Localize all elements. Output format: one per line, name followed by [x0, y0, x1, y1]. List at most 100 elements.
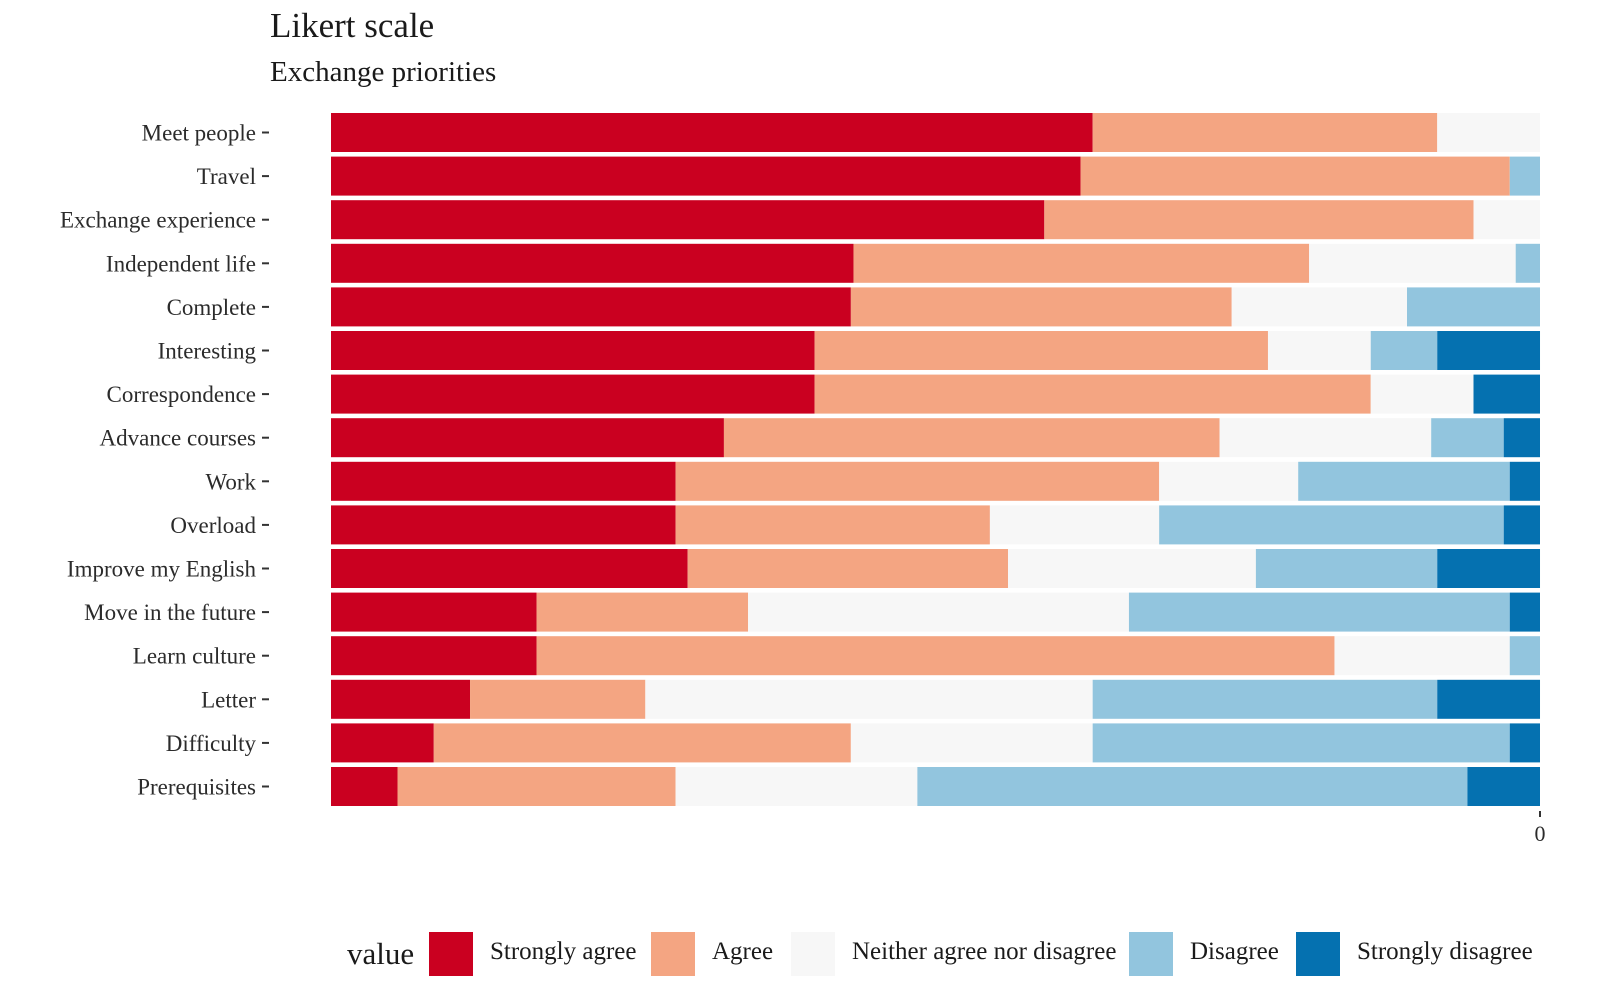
x-axis: 0 — [1535, 811, 1546, 846]
bar-overload-agree — [675, 505, 990, 545]
bar-prerequisites-agree — [397, 767, 676, 806]
bar-correspondence-agree — [814, 374, 1371, 414]
legend-label-neither-agree-nor-disagree: Neither agree nor disagree — [852, 938, 1117, 965]
y-tick-label-interesting: Interesting — [158, 339, 257, 364]
bar-correspondence-neither-agree-nor-disagree — [1370, 374, 1474, 414]
bar-work-agree — [675, 461, 1160, 501]
bar-improve-my-english-disagree — [1255, 549, 1438, 588]
bar-exchange-experience-agree — [1044, 200, 1474, 240]
legend-key-agree — [651, 932, 695, 976]
bar-difficulty-neither-agree-nor-disagree — [850, 723, 1093, 763]
bar-overload-strongly-agree — [331, 505, 676, 545]
y-tick-label-difficulty: Difficulty — [166, 731, 257, 756]
bar-travel-agree — [1080, 156, 1510, 196]
bar-advance-courses-agree — [723, 418, 1220, 458]
bar-exchange-experience-neither-agree-nor-disagree — [1473, 200, 1540, 240]
chart-title: Likert scale — [270, 6, 435, 45]
bar-letter-strongly-disagree — [1437, 679, 1541, 719]
bar-prerequisites-disagree — [917, 767, 1468, 806]
legend-key-strongly-disagree — [1296, 932, 1340, 976]
bar-move-in-the-future-disagree — [1128, 592, 1510, 632]
bar-move-in-the-future-strongly-disagree — [1509, 592, 1540, 632]
bar-advance-courses-disagree — [1431, 418, 1504, 458]
bar-advance-courses-strongly-agree — [331, 418, 724, 458]
y-tick-label-travel: Travel — [197, 164, 256, 189]
likert-bar-chart: Meet people Travel Exchange experience Inde… — [60, 113, 1546, 846]
bar-prerequisites-neither-agree-nor-disagree — [675, 767, 918, 806]
y-tick-label-improve-my-english: Improve my English — [67, 557, 257, 582]
bar-complete-neither-agree-nor-disagree — [1231, 287, 1407, 327]
bar-overload-strongly-disagree — [1503, 505, 1540, 545]
bar-improve-my-english-strongly-disagree — [1437, 549, 1541, 588]
bar-letter-strongly-agree — [331, 679, 471, 719]
bar-work-disagree — [1298, 461, 1510, 501]
bar-letter-disagree — [1092, 679, 1438, 719]
bar-advance-courses-neither-agree-nor-disagree — [1219, 418, 1432, 458]
y-tick-label-exchange-experience: Exchange experience — [60, 208, 256, 233]
y-tick-label-overload: Overload — [170, 513, 256, 538]
bar-difficulty-strongly-agree — [331, 723, 434, 763]
y-tick-label-letter: Letter — [201, 687, 256, 712]
bar-correspondence-strongly-disagree — [1473, 374, 1540, 414]
bar-improve-my-english-agree — [687, 549, 1009, 588]
bar-interesting-disagree — [1370, 331, 1438, 370]
bar-learn-culture-strongly-agree — [331, 636, 537, 676]
bar-work-strongly-agree — [331, 461, 676, 501]
bar-overload-disagree — [1159, 505, 1504, 545]
bars-layer — [331, 113, 1541, 806]
bar-difficulty-disagree — [1092, 723, 1510, 763]
bar-meet-people-agree — [1092, 113, 1438, 152]
bar-interesting-strongly-agree — [331, 331, 815, 370]
bar-move-in-the-future-strongly-agree — [331, 592, 537, 632]
y-tick-label-learn-culture: Learn culture — [133, 644, 256, 669]
bar-meet-people-neither-agree-nor-disagree — [1437, 113, 1541, 152]
bar-interesting-strongly-disagree — [1437, 331, 1541, 370]
bar-exchange-experience-strongly-agree — [331, 200, 1045, 240]
bar-complete-strongly-agree — [331, 287, 851, 327]
bar-independent-life-agree — [853, 243, 1310, 283]
bar-work-neither-agree-nor-disagree — [1159, 461, 1299, 501]
legend-key-disagree — [1129, 932, 1173, 976]
y-tick-label-advance-courses: Advance courses — [100, 426, 257, 451]
bar-independent-life-strongly-agree — [331, 243, 854, 283]
x-tick-label: 0 — [1535, 821, 1546, 846]
bar-meet-people-strongly-agree — [331, 113, 1093, 152]
bar-independent-life-disagree — [1515, 243, 1540, 283]
bar-difficulty-agree — [433, 723, 851, 763]
bar-move-in-the-future-agree — [536, 592, 749, 632]
legend-label-strongly-agree: Strongly agree — [490, 938, 637, 965]
bar-learn-culture-neither-agree-nor-disagree — [1334, 636, 1510, 676]
bar-advance-courses-strongly-disagree — [1503, 418, 1540, 458]
bar-correspondence-strongly-agree — [331, 374, 815, 414]
bar-improve-my-english-neither-agree-nor-disagree — [1008, 549, 1256, 588]
bar-travel-disagree — [1509, 156, 1540, 196]
chart-subtitle: Exchange priorities — [270, 56, 497, 88]
bar-complete-disagree — [1407, 287, 1540, 327]
bar-overload-neither-agree-nor-disagree — [989, 505, 1160, 545]
y-axis: Meet people Travel Exchange experience Inde… — [60, 121, 269, 800]
legend-key-neither-agree-nor-disagree — [791, 932, 835, 976]
legend-label-strongly-disagree: Strongly disagree — [1357, 938, 1533, 965]
bar-interesting-agree — [814, 331, 1268, 370]
y-tick-label-move-in-the-future: Move in the future — [84, 600, 256, 625]
legend-key-strongly-agree — [429, 932, 473, 976]
bar-learn-culture-agree — [536, 636, 1335, 676]
bar-interesting-neither-agree-nor-disagree — [1267, 331, 1371, 370]
bar-move-in-the-future-neither-agree-nor-disagree — [748, 592, 1129, 632]
y-tick-label-prerequisites: Prerequisites — [137, 775, 256, 800]
bar-improve-my-english-strongly-agree — [331, 549, 688, 588]
bar-learn-culture-disagree — [1509, 636, 1540, 676]
y-tick-label-independent-life: Independent life — [106, 251, 256, 276]
bar-prerequisites-strongly-agree — [331, 767, 398, 806]
bar-difficulty-strongly-disagree — [1509, 723, 1540, 763]
legend-label-agree: Agree — [712, 938, 774, 965]
y-tick-label-meet-people: Meet people — [142, 121, 256, 146]
bar-letter-agree — [470, 679, 646, 719]
legend-label-disagree: Disagree — [1190, 938, 1279, 965]
bar-travel-strongly-agree — [331, 156, 1081, 196]
bar-prerequisites-strongly-disagree — [1467, 767, 1540, 806]
bar-letter-neither-agree-nor-disagree — [645, 679, 1093, 719]
bar-complete-agree — [850, 287, 1232, 327]
bar-work-strongly-disagree — [1509, 461, 1540, 501]
y-tick-label-complete: Complete — [167, 295, 256, 320]
